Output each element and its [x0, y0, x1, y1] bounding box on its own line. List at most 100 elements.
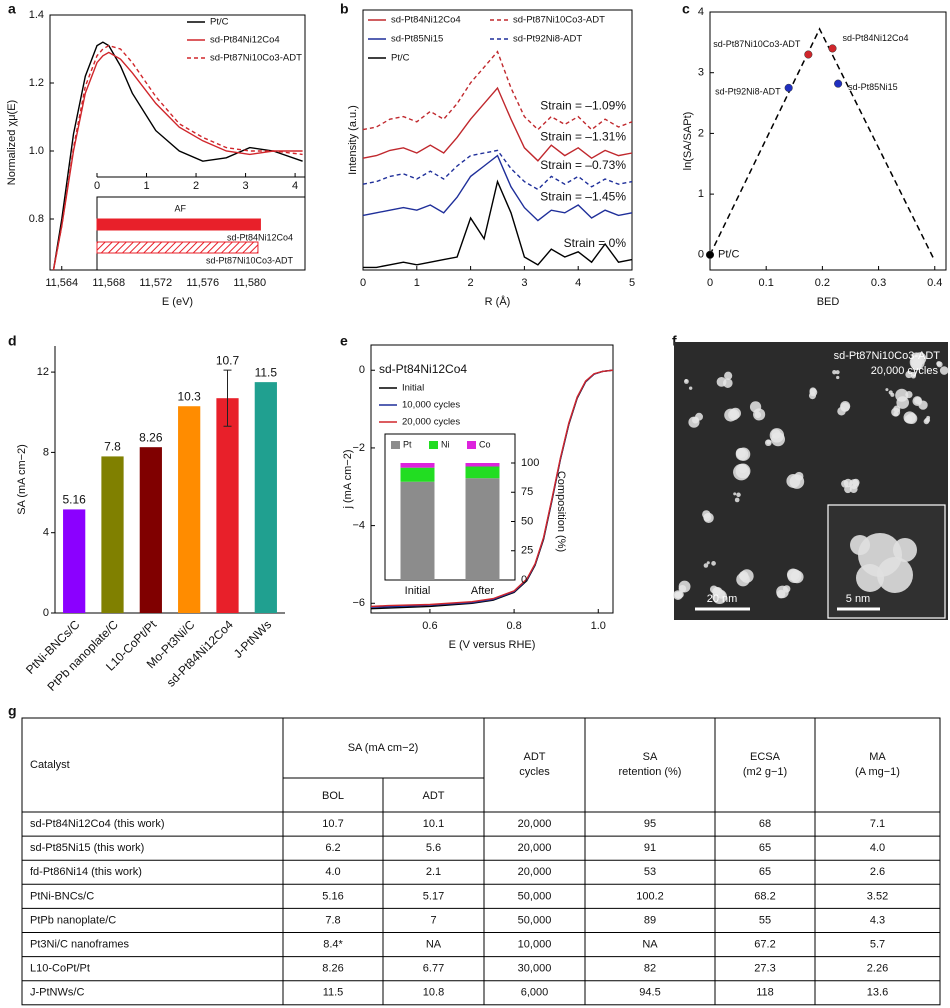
- point-label: Pt/C: [718, 249, 739, 261]
- point: [828, 44, 837, 53]
- bar-segment: [465, 478, 500, 580]
- y-axis-label: j (mA cm−2): [342, 450, 354, 510]
- table-cell: 4.3: [870, 914, 885, 926]
- table-header: (A mg−1): [855, 766, 900, 778]
- table-cell: 94.5: [639, 987, 660, 999]
- y-tick-label: 12: [37, 366, 49, 378]
- line-series: [52, 51, 303, 271]
- table-header: ADT: [423, 790, 445, 802]
- value-label: 10.3: [177, 389, 201, 403]
- table-cell: 8.4*: [323, 938, 343, 950]
- x-axis-label: E (V versus RHE): [449, 639, 536, 651]
- table-cell: sd-Pt85Ni15 (this work): [30, 842, 144, 854]
- y-tick-label: 4: [43, 527, 49, 539]
- table-header: MA: [869, 751, 886, 763]
- value-label: 8.26: [139, 430, 163, 444]
- table-header: ECSA: [750, 751, 781, 763]
- particle: [787, 568, 802, 584]
- y-axis-label: ln(SA/SAPt): [682, 112, 694, 171]
- panel-letter: a: [8, 1, 16, 17]
- particle: [683, 379, 689, 384]
- table-cell: 91: [644, 842, 656, 854]
- bar-segment: [400, 481, 435, 580]
- point-label: sd-Pt84Ni12Co4: [842, 33, 908, 43]
- table-cell: 55: [759, 914, 771, 926]
- particle: [754, 411, 762, 419]
- legend-label: sd-Pt84Ni12Co4: [391, 15, 461, 26]
- table-cell: 95: [644, 818, 656, 830]
- table-cell: 10.8: [423, 987, 444, 999]
- bar-label: sd-Pt87Ni10Co3-ADT: [206, 255, 294, 265]
- particle: [772, 434, 776, 439]
- y-axis-label: Composition (%): [555, 471, 567, 552]
- particle: [939, 366, 949, 375]
- particle: [936, 361, 943, 368]
- table-cell: 13.6: [867, 987, 888, 999]
- particle: [733, 492, 737, 496]
- line-series: [362, 86, 633, 162]
- particle: [905, 370, 913, 379]
- annotation: Strain = –1.09%: [540, 98, 626, 112]
- bar: [216, 398, 239, 613]
- line-series: [362, 50, 633, 131]
- legend-label: Pt: [403, 439, 412, 449]
- y-tick-label: −6: [352, 597, 365, 609]
- bar: [63, 509, 86, 613]
- point-label: sd-Pt92Ni8-ADT: [715, 86, 781, 96]
- table-cell: 27.3: [754, 963, 775, 975]
- table-cell: 7: [430, 914, 436, 926]
- legend-label: Pt/C: [391, 53, 410, 64]
- particle: [914, 396, 922, 405]
- particle: [740, 569, 754, 583]
- table-cell: 7.8: [325, 914, 340, 926]
- particle: [688, 386, 693, 390]
- table-cell: 6.2: [325, 842, 340, 854]
- legend-swatch: [467, 441, 476, 449]
- particle: [728, 409, 740, 421]
- legend-label: sd-Pt92Ni8-ADT: [513, 34, 582, 45]
- bar: [178, 406, 201, 613]
- particle: [673, 590, 683, 600]
- table-header: BOL: [322, 790, 344, 802]
- bar-segment: [400, 463, 435, 468]
- line-series: [362, 154, 633, 222]
- table-cell: 20,000: [518, 818, 552, 830]
- legend-label: Ni: [441, 439, 450, 449]
- y-tick-label: 0: [698, 249, 704, 261]
- line-series: [52, 44, 303, 271]
- table-header: retention (%): [619, 766, 682, 778]
- x-tick-label: 1: [143, 180, 149, 192]
- panel-letter: b: [340, 1, 349, 17]
- table-cell: 11.5: [323, 987, 344, 999]
- y-tick-label: 8: [43, 446, 49, 458]
- inset-frame: [96, 196, 306, 271]
- bar-segment: [465, 466, 500, 479]
- x-axis-label: E (eV): [162, 296, 193, 308]
- table-header: Catalyst: [30, 759, 70, 771]
- bar: [254, 382, 277, 613]
- table-cell: 5.16: [322, 890, 343, 902]
- table-cell: 6,000: [521, 987, 549, 999]
- y-axis-label: Normalized χμ(E): [6, 100, 18, 185]
- chart-title: sd-Pt84Ni12Co4: [379, 362, 467, 376]
- table-cell: 50,000: [518, 914, 552, 926]
- table-cell: 65: [759, 842, 771, 854]
- x-tick-label: 0: [360, 277, 366, 289]
- y-tick-label: 3: [698, 67, 704, 79]
- trend-line: [709, 27, 936, 262]
- bar: [96, 241, 259, 254]
- y-tick-label: −2: [352, 442, 365, 454]
- table-header: ADT: [524, 751, 546, 763]
- bar: [96, 218, 261, 231]
- x-tick-label: 3: [243, 180, 249, 192]
- annotation: Strain = –1.45%: [540, 189, 626, 203]
- x-tick-label: 0.6: [422, 620, 437, 632]
- line-series: [363, 179, 633, 269]
- table-header: cycles: [519, 766, 550, 778]
- y-tick-label: 0: [521, 574, 527, 586]
- bar: [101, 456, 124, 613]
- value-label: 11.5: [255, 365, 278, 379]
- table-cell: 82: [644, 963, 656, 975]
- x-tick-label: 0.4: [927, 277, 942, 289]
- legend-label: Initial: [402, 383, 424, 394]
